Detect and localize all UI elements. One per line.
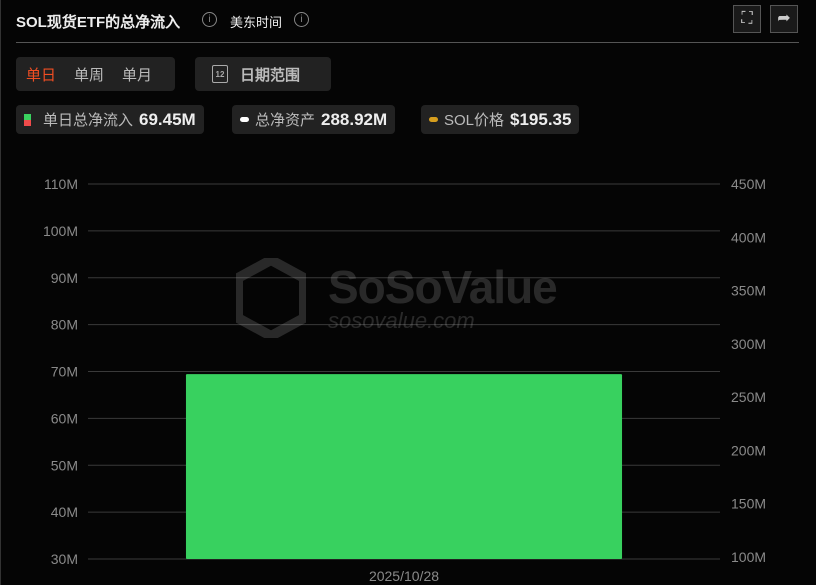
y-left-tick-label: 80M	[51, 317, 78, 333]
legend-label: SOL价格	[444, 112, 505, 129]
y-left-tick-label: 50M	[51, 457, 78, 473]
y-left-tick-label: 100M	[43, 223, 78, 239]
y-right-tick-label: 300M	[731, 336, 766, 352]
legend-net-assets[interactable]: 总净资产 288.92M	[232, 105, 396, 134]
date-range-label: 日期范围	[240, 66, 301, 84]
y-right-tick-label: 100M	[731, 549, 766, 565]
y-right-tick-label: 350M	[731, 283, 766, 299]
watermark: SoSoValue sosovalue.com	[233, 254, 558, 343]
watermark-name: SoSoValue	[328, 261, 558, 313]
page-title: SOL现货ETF的总净流入	[16, 14, 181, 31]
panel-border	[0, 0, 1, 585]
date-range-button[interactable]: 12 日期范围	[195, 57, 331, 91]
legend-swatch	[240, 117, 249, 122]
calendar-icon: 12	[212, 65, 228, 83]
legend-value: 69.45M	[139, 109, 196, 129]
legend-daily-flow[interactable]: 单日总净流入 69.45M	[16, 105, 204, 134]
tab-daily[interactable]: 单日	[26, 66, 57, 84]
y-right-tick-label: 400M	[731, 229, 766, 245]
y-right-tick-label: 250M	[731, 389, 766, 405]
tab-weekly[interactable]: 单周	[74, 66, 105, 84]
legend-swatch	[429, 117, 438, 122]
x-tick-label: 2025/10/28	[369, 568, 439, 584]
y-left-tick-label: 110M	[44, 176, 78, 192]
y-left-tick-label: 30M	[51, 551, 78, 567]
legend-swatch	[24, 113, 31, 126]
y-left-tick-label: 40M	[51, 504, 78, 520]
timezone-label: 美东时间	[230, 15, 283, 30]
y-right-tick-label: 200M	[731, 442, 766, 458]
legend-value: $195.35	[510, 109, 572, 129]
y-left-tick-label: 70M	[51, 364, 78, 380]
period-tabs: 单日 单周 单月	[16, 57, 175, 91]
sosovalue-logo-icon	[233, 254, 309, 342]
timezone-info-icon[interactable]: i	[294, 12, 309, 27]
legend-label: 单日总净流入	[43, 112, 134, 129]
share-icon[interactable]: ➦	[770, 5, 798, 33]
bar	[185, 374, 623, 559]
legend-label: 总净资产	[255, 112, 316, 129]
divider	[16, 42, 799, 43]
title-info-icon[interactable]: i	[202, 12, 217, 27]
y-left-tick-label: 90M	[51, 270, 78, 286]
y-left-tick-label: 60M	[51, 410, 78, 426]
watermark-url: sosovalue.com	[328, 308, 475, 333]
legend-sol-price[interactable]: SOL价格 $195.35	[421, 105, 580, 134]
legend-value: 288.92M	[321, 109, 388, 129]
y-right-tick-label: 150M	[731, 496, 766, 512]
tab-monthly[interactable]: 单月	[122, 66, 153, 84]
expand-icon[interactable]: ⛶	[733, 5, 761, 33]
y-right-tick-label: 450M	[731, 176, 766, 192]
